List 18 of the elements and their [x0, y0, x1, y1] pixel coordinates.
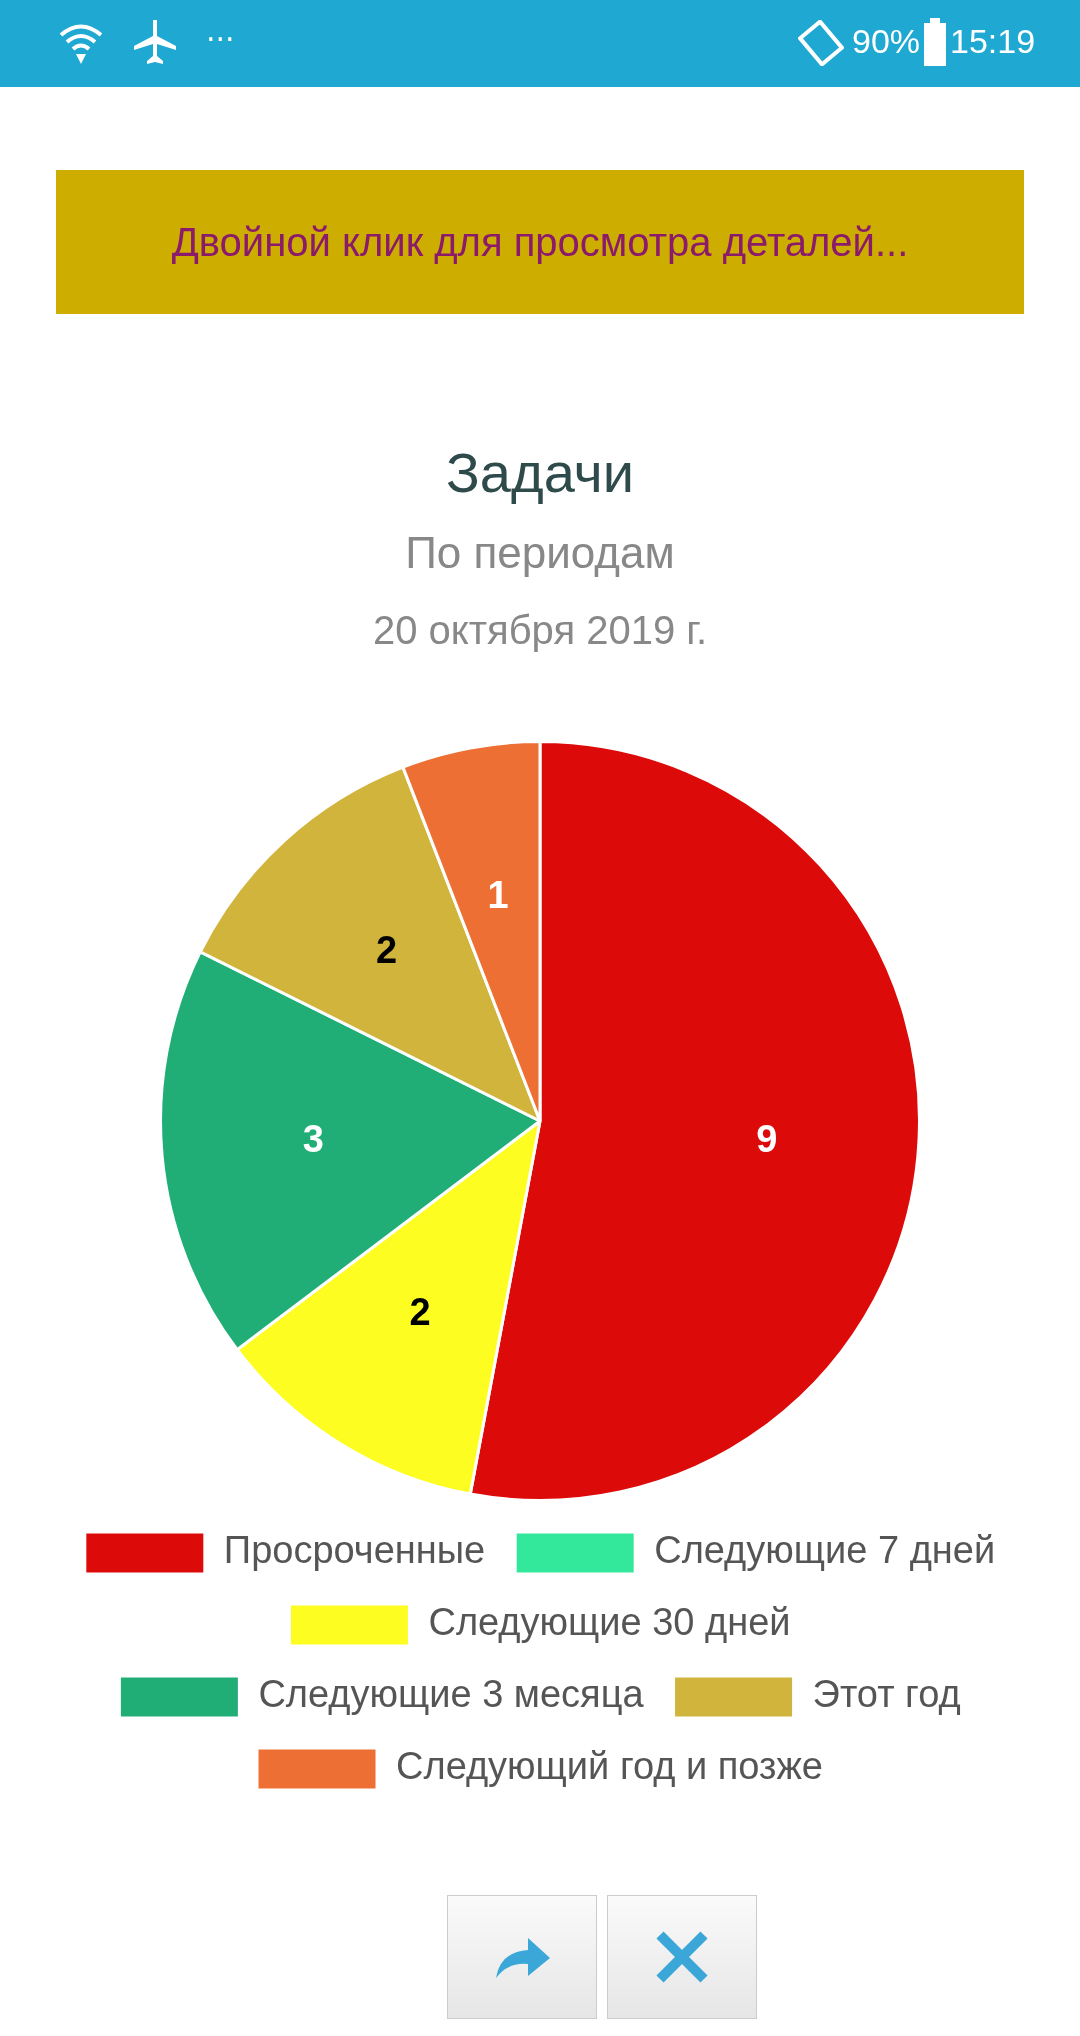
- legend-label: Этот год: [812, 1673, 961, 1716]
- legend-label: Следующие 3 месяца: [258, 1673, 645, 1716]
- data-label: 1: [487, 873, 509, 916]
- legend-label: Следующие 30 дней: [428, 1601, 791, 1644]
- chart-subtitle: По периодам: [404, 528, 676, 578]
- data-label: 9: [756, 1118, 778, 1161]
- text: 15:19: [950, 22, 1036, 61]
- text: ···: [206, 22, 235, 57]
- legend-label: Просроченные: [223, 1529, 486, 1572]
- text: 20 октября 2019 г.: [371, 608, 709, 653]
- legend-label: Следующие 7 дней: [654, 1529, 996, 1572]
- legend-label: Следующий год и позже: [396, 1745, 823, 1788]
- data-label: 3: [302, 1118, 324, 1161]
- text: Двойной клик для просмотра деталей...: [171, 219, 909, 265]
- data-label: 2: [409, 1291, 431, 1334]
- data-label: 2: [376, 929, 398, 972]
- chart-title: Задачи: [445, 440, 635, 505]
- text: 90%: [852, 22, 921, 61]
